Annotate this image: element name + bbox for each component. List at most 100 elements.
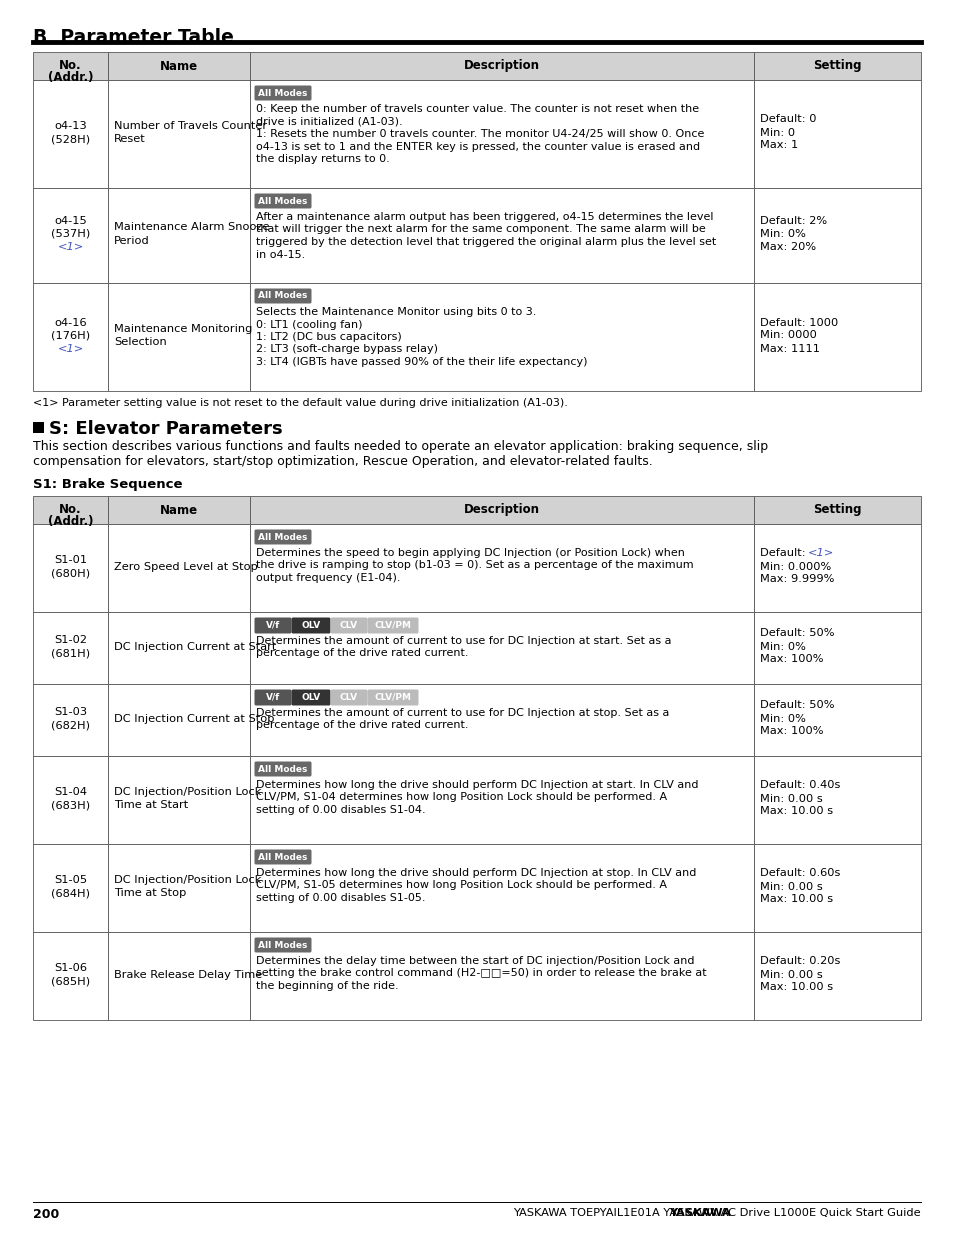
Text: (684H): (684H) [51,888,90,898]
Text: Default: 1000: Default: 1000 [760,317,838,327]
Bar [250,52,753,80]
Text: <1>: <1> [57,242,84,252]
FancyBboxPatch shape [254,762,312,777]
Bar [753,756,920,844]
Bar [108,80,250,188]
Text: Setting: Setting [812,59,861,73]
Text: Max: 10.00 s: Max: 10.00 s [760,983,832,993]
Bar [753,844,920,932]
Text: the display returns to 0.: the display returns to 0. [255,154,390,164]
Text: S1-04: S1-04 [54,787,87,797]
FancyBboxPatch shape [254,194,312,209]
Text: No.: No. [59,59,82,72]
FancyBboxPatch shape [254,850,312,864]
Text: Default: 0.60s: Default: 0.60s [760,868,840,878]
Bar [108,613,250,684]
FancyBboxPatch shape [254,618,292,634]
Bar [250,496,753,524]
Bar [250,844,753,932]
Text: the beginning of the ride.: the beginning of the ride. [255,981,398,990]
Text: No.: No. [59,503,82,516]
Text: Maintenance Alarm Snooze: Maintenance Alarm Snooze [113,222,269,232]
Text: S1-05: S1-05 [54,876,87,885]
Text: 0: Keep the number of travels counter value. The counter is not reset when the: 0: Keep the number of travels counter va… [255,104,699,114]
Text: All Modes: All Modes [258,532,308,541]
Text: setting of 0.00 disables S1-04.: setting of 0.00 disables S1-04. [255,805,425,815]
Bar [250,283,753,391]
Bar [250,684,753,756]
Bar [108,756,250,844]
Bar [108,52,250,80]
Text: Max: 10.00 s: Max: 10.00 s [760,894,832,904]
Text: o4-15: o4-15 [54,216,87,226]
Text: Min: 0.00 s: Min: 0.00 s [760,882,821,892]
Text: Setting: Setting [812,504,861,516]
FancyBboxPatch shape [254,85,312,100]
Text: Number of Travels Counter: Number of Travels Counter [113,121,267,131]
Text: percentage of the drive rated current.: percentage of the drive rated current. [255,648,468,658]
Text: <1>: <1> [57,343,84,353]
Text: (Addr.): (Addr.) [48,70,93,84]
Text: Min: 0%: Min: 0% [760,714,805,724]
Text: S1-02: S1-02 [54,635,87,645]
Text: (685H): (685H) [51,976,90,986]
Text: CLV/PM: CLV/PM [375,693,411,701]
FancyBboxPatch shape [330,618,367,634]
Bar [753,613,920,684]
Text: Default: 2%: Default: 2% [760,216,826,226]
Bar [753,188,920,283]
Text: DC Injection/Position Lock: DC Injection/Position Lock [113,787,261,797]
Bar [753,52,920,80]
Bar [33,756,108,844]
Text: CLV: CLV [339,621,357,630]
Text: S: Elevator Parameters: S: Elevator Parameters [49,420,282,438]
Text: S1: Brake Sequence: S1: Brake Sequence [33,478,182,492]
Text: (Addr.): (Addr.) [48,515,93,529]
Bar [33,524,108,613]
Bar [33,684,108,756]
Bar [250,524,753,613]
Text: that will trigger the next alarm for the same component. The same alarm will be: that will trigger the next alarm for the… [255,225,705,235]
Bar [250,188,753,283]
Text: Default:: Default: [760,548,812,558]
Bar [33,283,108,391]
Text: After a maintenance alarm output has been triggered, o4-15 determines the level: After a maintenance alarm output has bee… [255,212,713,222]
FancyBboxPatch shape [254,530,312,545]
Text: output frequency (E1-04).: output frequency (E1-04). [255,573,400,583]
Text: (680H): (680H) [51,568,90,578]
Text: Selects the Maintenance Monitor using bits 0 to 3.: Selects the Maintenance Monitor using bi… [255,308,536,317]
Text: (528H): (528H) [51,135,90,144]
Text: 200: 200 [33,1208,59,1221]
Text: Default: 0.40s: Default: 0.40s [760,781,840,790]
Text: <1>: <1> [807,548,833,558]
FancyBboxPatch shape [254,689,292,705]
Text: 1: Resets the number 0 travels counter. The monitor U4-24/25 will show 0. Once: 1: Resets the number 0 travels counter. … [255,128,703,140]
Text: Default: 50%: Default: 50% [760,700,834,710]
Text: (682H): (682H) [51,720,90,730]
Text: All Modes: All Modes [258,764,308,773]
Text: 0: LT1 (cooling fan): 0: LT1 (cooling fan) [255,320,362,330]
FancyBboxPatch shape [254,289,312,304]
Text: Time at Start: Time at Start [113,800,188,810]
Bar [250,80,753,188]
Text: Reset: Reset [113,135,146,144]
Text: Max: 100%: Max: 100% [760,726,822,736]
Text: CLV/PM: CLV/PM [375,621,411,630]
Text: Min: 0.00 s: Min: 0.00 s [760,969,821,979]
Text: in o4-15.: in o4-15. [255,249,305,259]
Text: This section describes various functions and faults needed to operate an elevato: This section describes various functions… [33,440,767,453]
Text: All Modes: All Modes [258,941,308,950]
Bar [108,283,250,391]
Text: Determines the delay time between the start of DC injection/Position Lock and: Determines the delay time between the st… [255,956,694,966]
Bar [108,932,250,1020]
Bar [753,524,920,613]
Text: Max: 9.999%: Max: 9.999% [760,574,834,584]
Text: Min: 0.00 s: Min: 0.00 s [760,794,821,804]
FancyBboxPatch shape [330,689,367,705]
Text: Name: Name [160,504,198,516]
Text: percentage of the drive rated current.: percentage of the drive rated current. [255,720,468,730]
Text: Selection: Selection [113,337,167,347]
Bar [250,932,753,1020]
Text: o4-13 is set to 1 and the ENTER key is pressed, the counter value is erased and: o4-13 is set to 1 and the ENTER key is p… [255,142,700,152]
FancyBboxPatch shape [254,937,312,952]
